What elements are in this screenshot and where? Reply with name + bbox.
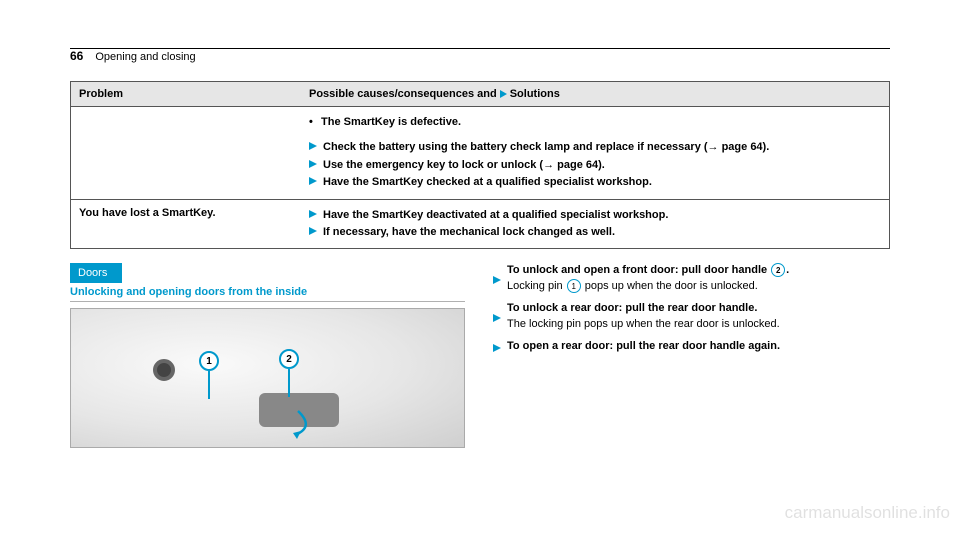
instruction-item: To unlock and open a front door: pull do…: [493, 263, 890, 295]
th-solutions-prefix: Possible causes/consequences and: [309, 88, 497, 100]
bullet-text: The SmartKey is defective.: [321, 115, 881, 130]
instruction-text: To unlock and open a front door: pull do…: [507, 263, 890, 295]
arrow-right-icon: [309, 208, 323, 218]
th-problem: Problem: [71, 82, 301, 106]
bullet-item: Check the battery using the battery chec…: [309, 140, 881, 155]
spacer: [309, 132, 881, 138]
bullet-text: Check the battery using the battery chec…: [323, 140, 881, 155]
door-diagram: 1 2: [70, 308, 465, 448]
page-header: 66 Opening and closing: [70, 48, 890, 63]
table-row: You have lost a SmartKey. Have the Smart…: [71, 200, 889, 249]
th-solutions: Possible causes/consequences and Solutio…: [301, 82, 889, 106]
td-problem: You have lost a SmartKey.: [71, 200, 301, 249]
callout-line: [288, 369, 290, 397]
bullet-text: If necessary, have the mechanical lock c…: [323, 225, 881, 240]
inline-callout-2: 2: [771, 263, 785, 277]
text: To open a rear door: pull the rear door …: [507, 340, 780, 352]
page-number: 66: [70, 49, 83, 63]
callout-line: [208, 371, 210, 399]
arrow-right-icon: [493, 339, 507, 355]
td-solutions: • The SmartKey is defective. Check the b…: [301, 107, 889, 199]
instruction-sub: The locking pin pops up when the rear do…: [507, 317, 890, 333]
bullet-text: Have the SmartKey deactivated at a quali…: [323, 208, 881, 223]
text: To unlock and open a front door: pull do…: [507, 264, 770, 276]
callout-1: 1: [199, 351, 219, 371]
bullet-text: Have the SmartKey checked at a qualified…: [323, 175, 881, 190]
arrow-right-icon: [493, 301, 507, 333]
text: pops up when the door is unlocked.: [582, 280, 758, 292]
td-problem: [71, 107, 301, 199]
instruction-item: To open a rear door: pull the rear door …: [493, 339, 890, 355]
bullet-item: Use the emergency key to lock or unlock …: [309, 158, 881, 173]
arrow-right-icon: [500, 90, 507, 98]
instruction-item: To unlock a rear door: pull the rear doo…: [493, 301, 890, 333]
page: 66 Opening and closing Problem Possible …: [0, 0, 960, 533]
table-row: • The SmartKey is defective. Check the b…: [71, 107, 889, 200]
watermark: carmanualsonline.info: [785, 503, 950, 523]
arrow-right-icon: [309, 158, 323, 168]
section-subhead: Unlocking and opening doors from the ins…: [70, 283, 465, 302]
bullet-item: • The SmartKey is defective.: [309, 115, 881, 130]
diagram-knob: [153, 359, 175, 381]
text: .: [786, 264, 789, 276]
table-header-row: Problem Possible causes/consequences and…: [71, 82, 889, 107]
curve-arrow-icon: [293, 409, 333, 439]
troubleshooting-table: Problem Possible causes/consequences and…: [70, 81, 890, 249]
th-solutions-suffix: Solutions: [510, 88, 560, 100]
instruction-text: To unlock a rear door: pull the rear doo…: [507, 301, 890, 333]
section-title-doors: Doors: [70, 263, 122, 283]
right-column: To unlock and open a front door: pull do…: [493, 263, 890, 448]
arrow-right-icon: [309, 140, 323, 150]
instruction-text: To open a rear door: pull the rear door …: [507, 339, 890, 355]
bullet-item: Have the SmartKey checked at a qualified…: [309, 175, 881, 190]
arrow-right-icon: [309, 225, 323, 235]
bullet-item: Have the SmartKey deactivated at a quali…: [309, 208, 881, 223]
inline-callout-1: 1: [567, 279, 581, 293]
text: To unlock a rear door: pull the rear doo…: [507, 302, 757, 314]
bullet-text: Use the emergency key to lock or unlock …: [323, 158, 881, 173]
bullet-dot-icon: •: [309, 115, 321, 130]
instruction-sub: Locking pin 1 pops up when the door is u…: [507, 279, 890, 295]
bullet-item: If necessary, have the mechanical lock c…: [309, 225, 881, 240]
td-solutions: Have the SmartKey deactivated at a quali…: [301, 200, 889, 249]
text: Locking pin: [507, 280, 566, 292]
arrow-right-icon: [309, 175, 323, 185]
arrow-right-icon: [493, 263, 507, 295]
left-column: Doors Unlocking and opening doors from t…: [70, 263, 465, 448]
header-title: Opening and closing: [95, 51, 195, 63]
lower-columns: Doors Unlocking and opening doors from t…: [70, 263, 890, 448]
callout-2: 2: [279, 349, 299, 369]
